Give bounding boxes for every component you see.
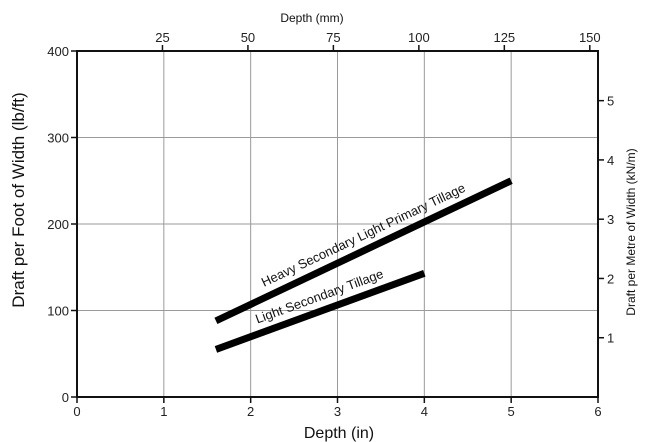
right-tick-label: 2	[607, 271, 614, 286]
top-tick-label: 50	[241, 30, 255, 45]
y-tick-label: 300	[47, 131, 69, 146]
x-axis-title: Depth (in)	[304, 425, 374, 442]
right-tick-label: 5	[607, 94, 614, 109]
top-tick-label: 150	[579, 30, 601, 45]
right-tick-label: 3	[607, 212, 614, 227]
top-tick-label: 125	[493, 30, 515, 45]
y-tick-label: 400	[47, 44, 69, 59]
y-tick-label: 0	[62, 390, 69, 405]
x-tick-label: 0	[73, 404, 80, 419]
x-tick-label: 4	[421, 404, 428, 419]
x-tick-label: 1	[160, 404, 167, 419]
x-tick-label: 5	[508, 404, 515, 419]
x-tick-label: 6	[594, 404, 601, 419]
top-tick-label: 100	[408, 30, 430, 45]
top-tick-label: 75	[326, 30, 340, 45]
right-axis-title: Draft per Metre of Width (kN/m)	[624, 148, 638, 315]
x-tick-label: 2	[247, 404, 254, 419]
top-axis-title: Depth (mm)	[280, 11, 343, 25]
y-tick-label: 200	[47, 217, 69, 232]
series-line	[214, 270, 426, 353]
y-tick-label: 100	[47, 304, 69, 319]
tick-layer: 0 1 2 3 4 5 6 0 100 200 300 400 25 50 75 100 125 150 1 2 3 4 5	[47, 30, 614, 419]
x-tick-label: 3	[334, 404, 341, 419]
right-tick-label: 4	[607, 153, 614, 168]
series-layer: Heavy Secondary Light Primary TillageLig…	[214, 177, 513, 353]
chart-grid	[77, 51, 598, 397]
series-line	[214, 177, 513, 325]
y-axis-title: Draft per Foot of Width (lb/ft)	[9, 92, 28, 307]
top-tick-label: 25	[155, 30, 169, 45]
right-tick-label: 1	[607, 331, 614, 346]
